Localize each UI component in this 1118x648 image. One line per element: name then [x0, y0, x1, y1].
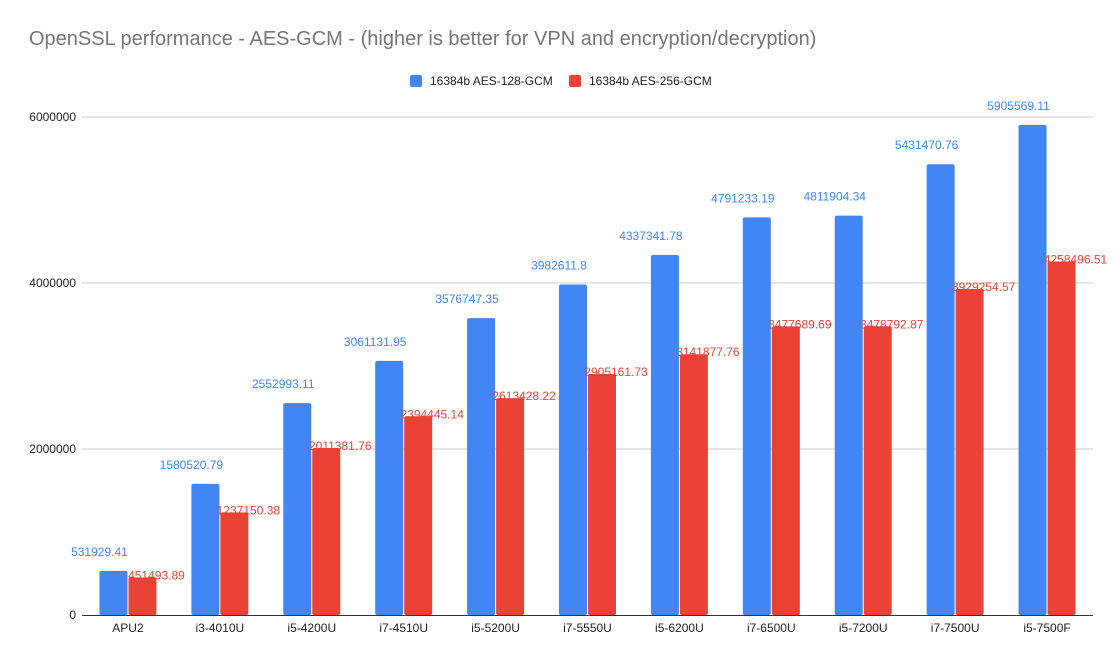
bar-aes128[interactable] [467, 318, 496, 615]
data-label-aes128: 2552993.11 [252, 377, 315, 391]
bar-aes128[interactable] [1018, 124, 1047, 615]
data-label-aes128: 4337341.78 [619, 229, 683, 243]
data-label-aes128: 3982611.8 [531, 258, 587, 272]
legend-swatch-series-2 [569, 75, 581, 87]
y-tick-label: 0 [69, 608, 76, 622]
x-tick-label: i7-5550U [563, 621, 612, 635]
data-label-aes256: 2394445.14 [400, 407, 464, 421]
y-tick-label: 2000000 [29, 442, 76, 456]
bar-aes256[interactable] [404, 416, 433, 615]
data-label-aes128: 4811904.34 [803, 190, 866, 204]
bar-aes256[interactable] [128, 577, 157, 615]
data-label-aes128: 531929.41 [71, 545, 128, 559]
bar-aes128[interactable] [191, 483, 220, 615]
bars [99, 124, 1076, 616]
bar-aes128[interactable] [742, 217, 771, 616]
data-label-aes128: 5905569.11 [987, 99, 1050, 113]
legend-swatch-series-1 [410, 75, 422, 87]
bar-aes256[interactable] [588, 373, 616, 615]
data-label-aes256: 451493.89 [128, 569, 185, 583]
x-tick-label: i5-5200U [471, 621, 520, 635]
legend-label-series-1[interactable]: 16384b AES-128-GCM [430, 74, 553, 88]
bar-aes128[interactable] [926, 164, 955, 615]
x-axis: APU2 i3-4010U i5-4200U i7-4510U i5-5200U i7-5… [82, 615, 1093, 635]
bar-aes128[interactable] [834, 215, 863, 615]
bar-aes256[interactable] [771, 326, 800, 615]
bar-aes128[interactable] [650, 255, 679, 616]
bar-aes128[interactable] [99, 570, 128, 615]
data-label-aes128: 4791233.19 [711, 191, 775, 205]
bar-aes256[interactable] [1047, 261, 1076, 615]
bar-aes256[interactable] [955, 288, 984, 615]
bar-aes128[interactable] [375, 360, 404, 615]
bar-aes256[interactable] [312, 448, 341, 615]
data-label-aes256: 3141877.76 [676, 345, 740, 359]
x-tick-label: i7-7500U [931, 621, 980, 635]
bar-aes128[interactable] [283, 403, 312, 615]
x-tick-label: i5-7500F [1023, 621, 1070, 635]
legend-label-series-2[interactable]: 16384b AES-256-GCM [589, 74, 712, 88]
y-tick-label: 6000000 [29, 110, 76, 124]
legend: 16384b AES-128-GCM 16384b AES-256-GCM [410, 74, 712, 88]
bar-aes256[interactable] [863, 326, 892, 615]
data-label-aes128: 5431470.76 [895, 138, 959, 152]
x-tick-label: APU2 [112, 621, 144, 635]
data-label-aes256: 2905161.73 [584, 365, 648, 379]
y-axis: 0 2000000 4000000 6000000 [29, 110, 76, 622]
data-label-aes256: 3477689.69 [768, 317, 832, 331]
chart-title: OpenSSL performance - AES-GCM - (higher … [29, 28, 817, 50]
x-tick-label: i7-4510U [379, 621, 428, 635]
y-tick-label: 4000000 [29, 276, 76, 290]
x-tick-label: i5-4200U [287, 621, 336, 635]
data-label-aes128: 3061131.95 [344, 335, 407, 349]
x-tick-label: i5-7200U [839, 621, 888, 635]
bar-aes256[interactable] [220, 512, 249, 615]
data-label-aes128: 1580520.79 [160, 458, 224, 472]
x-tick-label: i7-6500U [747, 621, 796, 635]
x-tick-label: i3-4010U [196, 621, 245, 635]
data-label-aes128: 3576747.35 [435, 292, 499, 306]
data-label-aes256: 3929254.57 [952, 280, 1016, 294]
data-label-aes256: 2613428.22 [492, 389, 556, 403]
bar-aes128[interactable] [559, 284, 587, 615]
gridlines [82, 116, 1093, 450]
data-label-aes256: 2011381.76 [309, 439, 372, 453]
data-label-aes256: 4258496.51 [1044, 253, 1108, 267]
x-tick-label: i5-6200U [655, 621, 704, 635]
bar-aes256[interactable] [496, 398, 525, 615]
bar-aes256[interactable] [679, 354, 708, 615]
data-label-aes256: 1237150.38 [217, 503, 281, 517]
data-label-aes256: 3478792.87 [860, 317, 924, 331]
